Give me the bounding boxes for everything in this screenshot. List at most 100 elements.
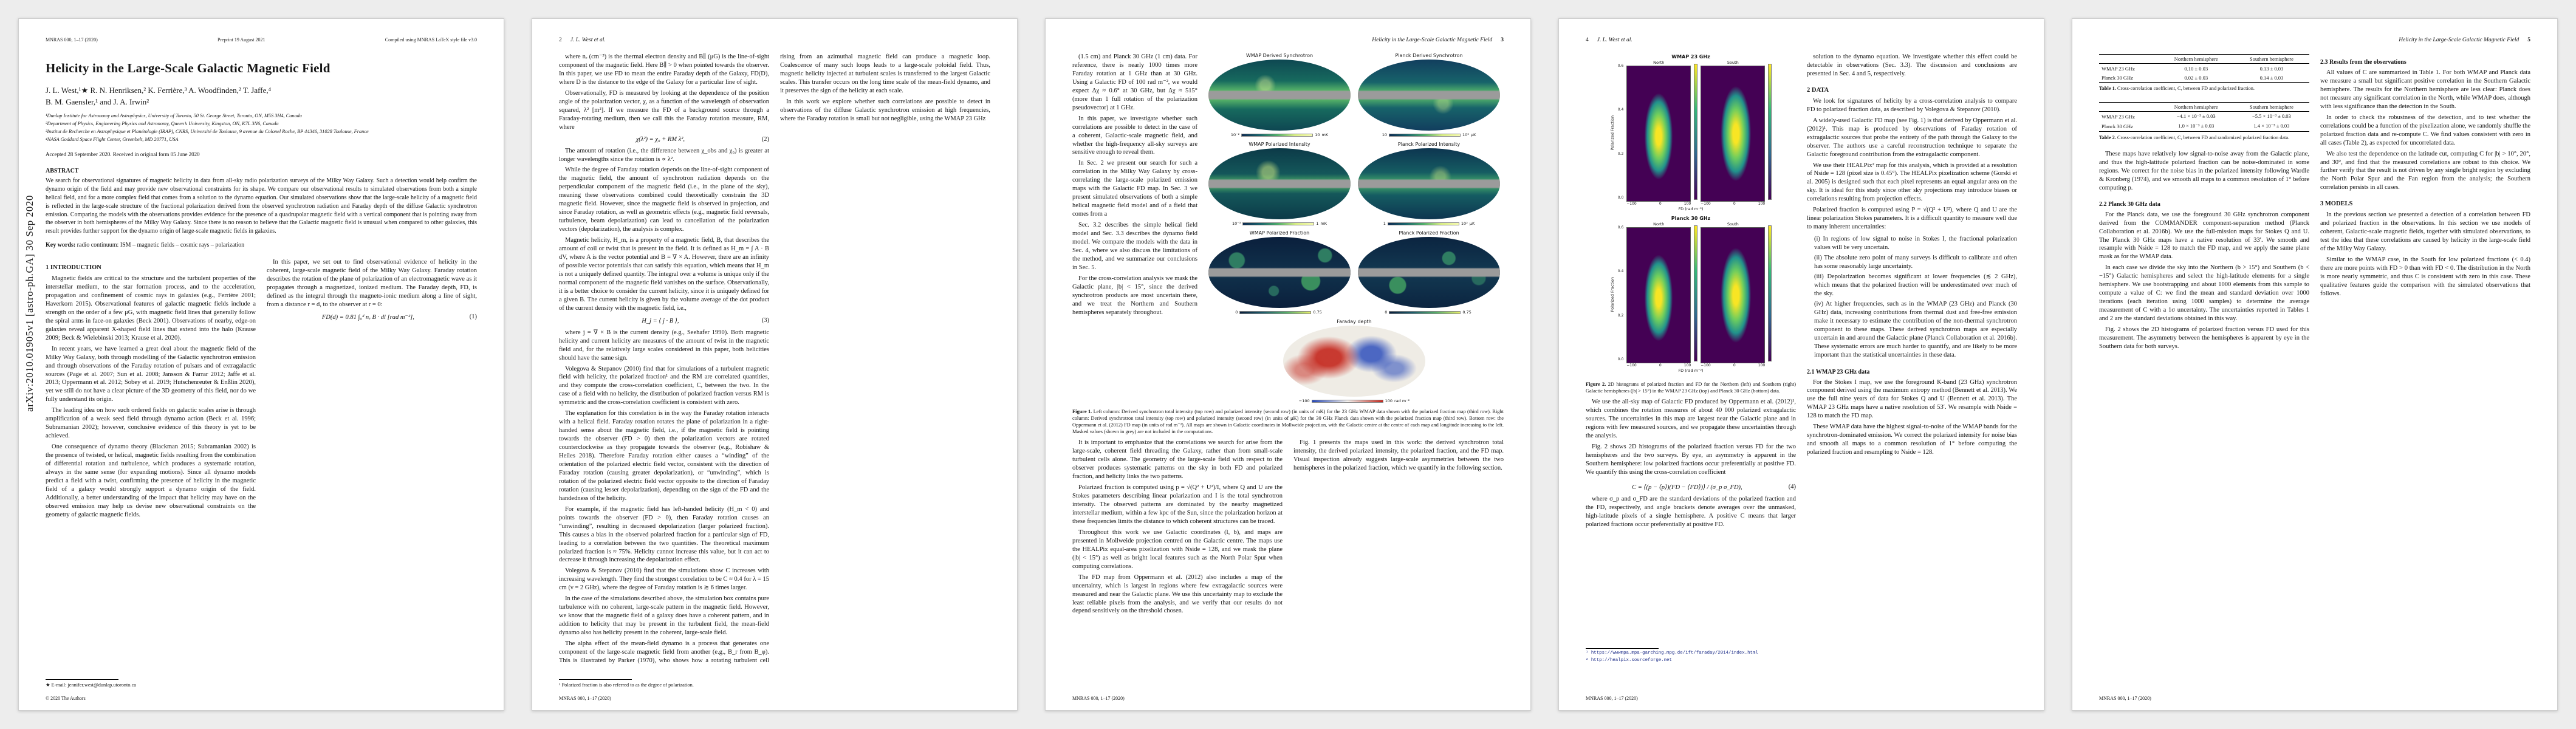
colorbar-gradient (1387, 222, 1459, 225)
figure2-panel-planck-south: South −100 0 100 (1701, 222, 1766, 368)
colorbar: 10⁻³ 1 mK (1232, 221, 1327, 226)
page3-footer: MNRAS 000, 1–17 (2020) (1072, 696, 1125, 701)
paragraph: We look for signatures of helicity by a … (1807, 97, 2017, 113)
table-row: Northern hemisphere Southern hemisphere (2099, 54, 2309, 64)
page1-footnote-block: ★ E-mail: jennifer.west@dunlap.utoronto.… (46, 679, 256, 688)
body-paragraphs: In the previous section we presented a d… (2320, 211, 2530, 301)
journal-ref: MNRAS 000, 1–17 (2020) (46, 37, 98, 43)
page2-footnote-block: ¹ Polarized fraction is also referred to… (559, 677, 769, 688)
paragraph: Volegova & Stepanov (2010) find that for… (559, 365, 769, 406)
map-panel-wmap-polarized-fraction: WMAP Polarized Fraction 0 0.75 (1205, 230, 1354, 315)
colorbar-min: −100 (1298, 399, 1310, 403)
email-footnote[interactable]: ★ E-mail: jennifer.west@dunlap.utoronto.… (46, 682, 136, 688)
paragraph: In recent years, we have learned a great… (46, 345, 256, 403)
body-paragraphs: These maps have relatively low signal-to… (2099, 150, 2309, 195)
page-number: 5 (2527, 37, 2530, 43)
running-authors: J. L. West et al. (1597, 37, 1632, 43)
colorbar-min: 10⁻² (1230, 132, 1240, 137)
table-cell: 1.0 × 10⁻³ ± 0.03 (2158, 121, 2234, 132)
paragraph: For the cross-correlation analysis we ma… (1072, 275, 1197, 316)
map-panel-faraday-depth: Faraday depth −100 100 rad m⁻² (1279, 319, 1429, 403)
ytick: 0.0 (1617, 357, 1624, 361)
map-title: WMAP Polarized Fraction (1249, 230, 1310, 236)
author-line-2: B. M. Gaensler,¹ and J. A. Irwin² (46, 97, 149, 106)
affiliation: ³Institut de Recherche en Astrophysique … (46, 128, 369, 134)
keywords-label: Key words: (46, 242, 76, 249)
colorbar-max: 100 (1385, 399, 1393, 403)
table-1-caption-text: Cross-correlation coefficient, C, betwee… (2117, 86, 2255, 91)
histogram-planck-north (1626, 227, 1691, 363)
histogram-wmap-south (1701, 66, 1766, 202)
colorbar-gradient (1311, 399, 1383, 403)
ytick: 0.4 (1617, 269, 1624, 274)
table-2-caption-text: Cross-correlation coefficient, C, betwee… (2117, 134, 2290, 140)
figure2-row-label-planck: Planck 30 GHz (1671, 216, 1711, 221)
table-header-empty (2099, 101, 2159, 112)
figure2-row-wmap: Polarized Fraction 0.6 0.4 0.2 0.0 North… (1610, 60, 1772, 206)
map-panel-planck-polarized-fraction: Planck Polarized Fraction 0 0.75 (1354, 230, 1504, 315)
xtick: −100 (1701, 202, 1711, 206)
table-cell: 0.13 ± 0.03 (2259, 65, 2284, 72)
figure1-row-4: Faraday depth −100 100 rad m⁻² (1205, 319, 1504, 403)
footnote-url-healpix[interactable]: ² http://healpix.sourceforge.net (1586, 658, 1672, 663)
paper-title: Helicity in the Large-Scale Galactic Mag… (46, 61, 331, 75)
figure1-caption: Figure 1. Left column: Derived synchrotr… (1072, 408, 1504, 435)
figure2-panel-wmap-south: South −100 0 100 (1701, 60, 1766, 206)
figure2-yticks: 0.6 0.4 0.2 0.0 (1618, 225, 1624, 361)
xtick: 0 (1659, 202, 1662, 206)
colorbar-gradient (1388, 133, 1461, 137)
paragraph: One consequence of dynamo theory (Blackm… (46, 443, 256, 518)
colorbar-gradient (1242, 222, 1315, 225)
table-1-caption: Table 1. Cross-correlation coefficient, … (2099, 86, 2309, 92)
equation-4-number: (4) (1788, 484, 1796, 491)
keywords-text: radio continuum: ISM – magnetic fields –… (77, 242, 245, 249)
page3-left-column: (1.5 cm) and Planck 30 GHz (1 cm) data. … (1072, 53, 1197, 403)
paragraph: where σ_p and σ_FD are the standard devi… (1586, 495, 1796, 528)
paragraph: These maps have relatively low signal-to… (2099, 150, 2309, 191)
paragraph: In each case we divide the sky into the … (2099, 264, 2309, 323)
footnote-url-faraday[interactable]: ¹ https://wwwmpa.mpa-garching.mpg.de/ift… (1586, 651, 1758, 656)
running-authors: J. L. West et al. (570, 37, 606, 43)
colorbar-max: 10² (1461, 221, 1468, 226)
figure2-ylabel: Polarized Fraction (1609, 277, 1615, 312)
affiliation: ²Department of Physics, Engineering Phys… (46, 120, 279, 126)
body-paragraphs: We use the all-sky map of Galactic FD pr… (1586, 398, 1796, 479)
colorbar: 0 0.75 (1385, 310, 1473, 315)
paragraph: The FD map from Oppermann et al. (2012) … (1072, 573, 1283, 615)
colorbar-min: 10 (1382, 132, 1387, 137)
equation-3: H_j = ⟨ j · B ⟩, (3) (559, 317, 769, 324)
colorbar-max: 10 (1315, 132, 1320, 137)
colorbar-max: 10³ (1462, 132, 1469, 137)
colorbar-gradient (1241, 133, 1314, 137)
map-title: Planck Polarized Fraction (1399, 230, 1459, 236)
page4-footer: MNRAS 000, 1–17 (2020) (1586, 696, 1638, 701)
figure2-caption: Figure 2. 2D histograms of polarized fra… (1586, 381, 1796, 394)
body-paragraphs: For the Planck data, we use the foregrou… (2099, 211, 2309, 354)
paragraph: Sec. 3.2 describes the simple helical fi… (1072, 222, 1197, 271)
body-paragraphs: All values of C are summarized in Table … (2320, 69, 2530, 194)
figure2-ylabel: Polarized Fraction (1609, 115, 1615, 151)
body-paragraphs: The amount of rotation (i.e., the differ… (559, 147, 769, 313)
section-2-2-heading: 2.2 Planck 30 GHz data (2099, 200, 2160, 208)
map-panel-planck-polarized-intensity: Planck Polarized Intensity 1 10² μK (1354, 142, 1504, 226)
figure2-panel-wmap-north: North −100 0 100 (1626, 60, 1691, 206)
table-row: WMAP 23 GHz −4.1 × 10⁻³ ± 0.03 −5.5 × 10… (2099, 111, 2309, 122)
skymap-planck-polarized-intensity (1358, 148, 1500, 219)
keywords-line: Key words: radio continuum: ISM – magnet… (46, 242, 477, 248)
intro-paragraphs: Magnetic fields are critical to the stru… (46, 258, 477, 535)
figure2-row-planck: Polarized Fraction 0.6 0.4 0.2 0.0 North… (1610, 222, 1772, 368)
xtick: 0 (1733, 202, 1736, 206)
figure2-row-label-wmap: WMAP 23 GHz (1671, 54, 1710, 60)
map-title: Planck Derived Synchrotron (1395, 53, 1463, 58)
colorbar-unit: mK (1321, 132, 1329, 137)
ytick: 0.6 (1617, 225, 1624, 230)
equation-2: χ(λ²) = χ₀ + RM λ², (2) (559, 136, 769, 143)
paragraph: Fig. 2 shows the 2D histograms of polari… (2099, 326, 2309, 350)
table-header: Southern hemisphere (2233, 54, 2309, 64)
map-panel-planck-synchrotron: Planck Derived Synchrotron 10 10³ μK (1354, 53, 1504, 137)
colorbar-max: 0.75 (1462, 310, 1471, 315)
uncertainty-list: (i) In regions of low signal to noise in… (1807, 235, 2017, 361)
section-3-heading: 3 MODELS (2320, 200, 2353, 208)
table-cell: 0.02 ± 0.03 (2158, 73, 2234, 83)
